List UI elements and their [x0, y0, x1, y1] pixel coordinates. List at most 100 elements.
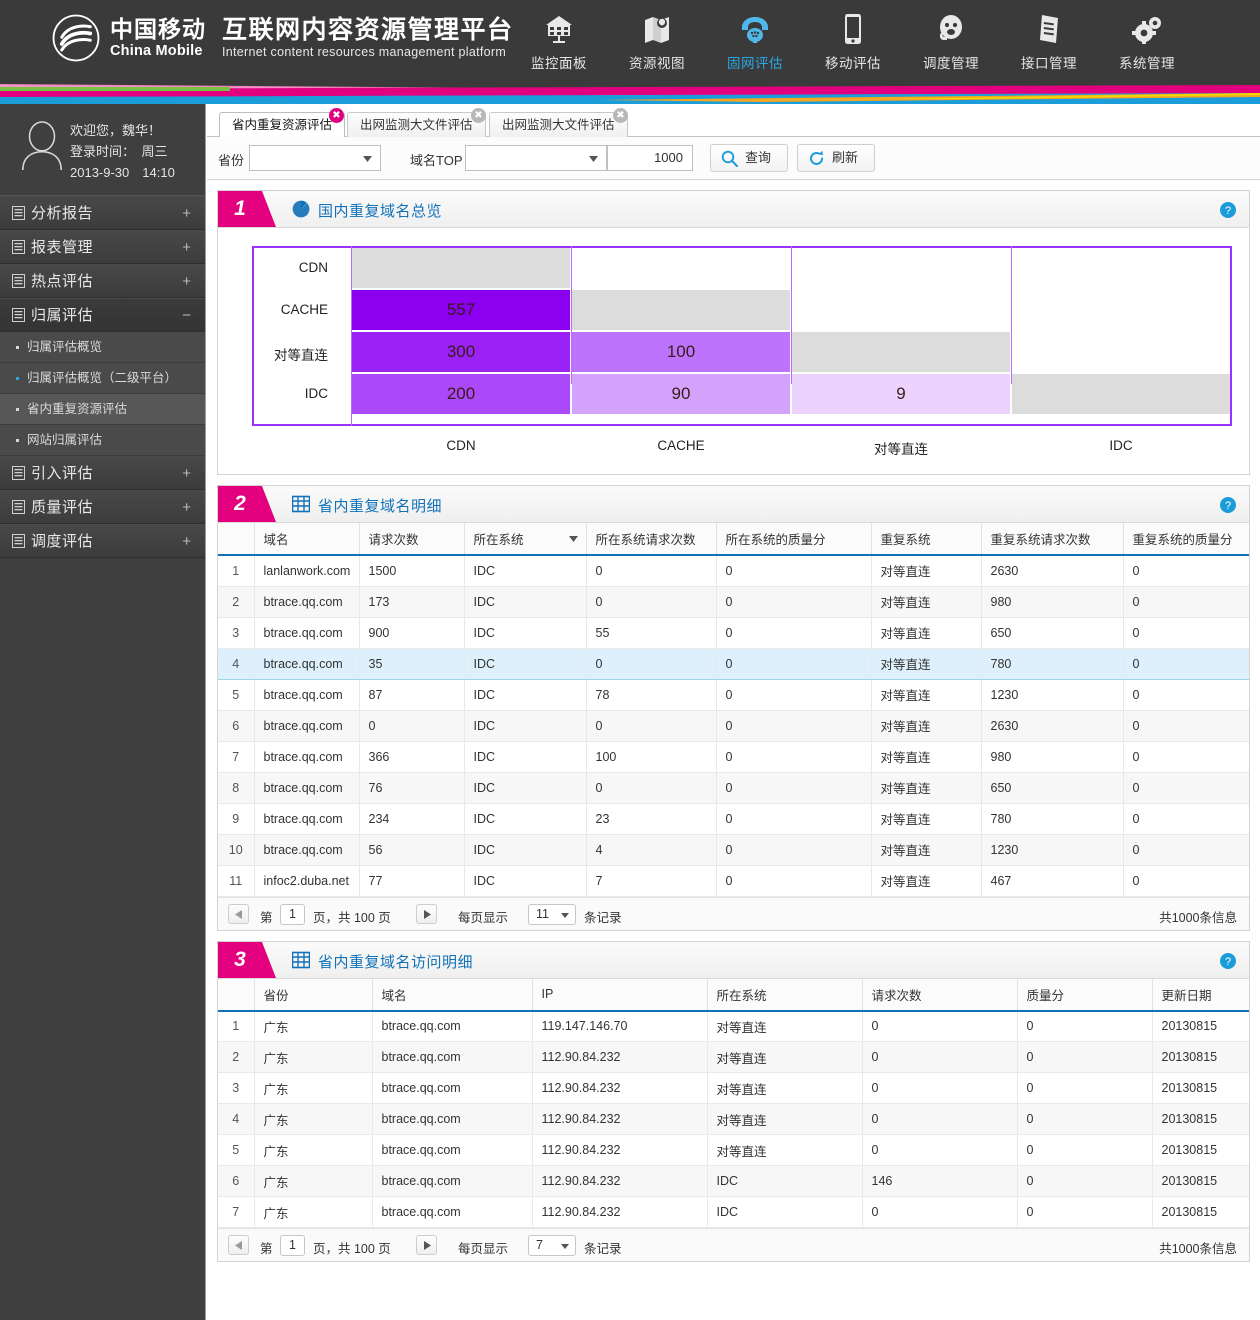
matrix-cell-idc-cdn[interactable]: 200	[352, 374, 570, 414]
col-header-system-quality[interactable]: 所在系统的质量分	[716, 523, 872, 556]
table-row[interactable]: 7 btrace.qq.com 366 IDC 100 0 对等直连 980 0	[218, 741, 1249, 773]
expand-toggle-icon[interactable]: +	[182, 499, 191, 516]
table-row[interactable]: 11 infoc2.duba.net 77 IDC 7 0 对等直连 467 0	[218, 865, 1249, 897]
sidebar-item-attribution-overview[interactable]: 归属评估概览	[0, 332, 205, 363]
table-row[interactable]: 10 btrace.qq.com 56 IDC 4 0 对等直连 1230 0	[218, 834, 1249, 866]
tab-outbound-large-file-eval-1[interactable]: 出网监测大文件评估	[347, 112, 486, 137]
nav-label: 资源视图	[629, 56, 685, 71]
table-row[interactable]: 2 btrace.qq.com 173 IDC 0 0 对等直连 980 0	[218, 586, 1249, 618]
table-row[interactable]: 3 btrace.qq.com 900 IDC 55 0 对等直连 650 0	[218, 617, 1249, 649]
per-page-select[interactable]: 11	[528, 903, 576, 925]
sidebar-group-dispatch-eval[interactable]: 调度评估 +	[0, 524, 205, 558]
expand-toggle-icon[interactable]: +	[182, 465, 191, 482]
tab-outbound-large-file-eval-2[interactable]: 出网监测大文件评估	[489, 112, 628, 137]
col-header-dup-system[interactable]: 重复系统	[871, 523, 982, 556]
table-row[interactable]: 4 btrace.qq.com 35 IDC 0 0 对等直连 780 0	[218, 647, 1249, 680]
tab-close-icon[interactable]: ✖	[329, 108, 344, 123]
col-header-update[interactable]: 更新日期	[1152, 978, 1249, 1012]
help-icon[interactable]: ?	[1220, 952, 1236, 969]
cell-sys-requests: 4	[586, 834, 717, 866]
top-count-input[interactable]: 1000	[607, 145, 693, 171]
matrix-cell-peer-cdn[interactable]: 300	[352, 332, 570, 372]
nav-label: 固网评估	[727, 56, 783, 71]
col-header-system-requests[interactable]: 所在系统请求次数	[586, 523, 717, 556]
sidebar-group-analysis-report[interactable]: 分析报告 +	[0, 196, 205, 230]
page-number-input[interactable]: 1	[280, 1235, 305, 1256]
matrix-cell-peer-cache[interactable]: 100	[572, 332, 790, 372]
document-icon	[12, 500, 25, 514]
next-page-button[interactable]	[416, 1235, 437, 1255]
table-row[interactable]: 8 btrace.qq.com 76 IDC 0 0 对等直连 650 0	[218, 772, 1249, 804]
table-row[interactable]: 6 广东 btrace.qq.com 112.90.84.232 IDC 146…	[218, 1165, 1249, 1197]
cell-index: 4	[218, 1103, 255, 1135]
table-row[interactable]: 1 广东 btrace.qq.com 119.147.146.70 对等直连 0…	[218, 1010, 1249, 1042]
expand-toggle-icon[interactable]: +	[182, 273, 191, 290]
nav-item-resource-view[interactable]: 资源视图	[608, 8, 706, 72]
tab-close-icon[interactable]: ✖	[613, 108, 628, 123]
col-header-dup-quality[interactable]: 重复系统的质量分	[1123, 523, 1249, 556]
sidebar-item-website-attribution-eval[interactable]: 网站归属评估	[0, 425, 205, 456]
expand-toggle-icon[interactable]: +	[182, 239, 191, 256]
col-header-province[interactable]: 省份	[254, 978, 373, 1012]
headset-icon	[902, 8, 1000, 50]
col-header-system[interactable]: 所在系统	[464, 523, 587, 556]
sidebar-item-province-duplicate-resource-eval[interactable]: 省内重复资源评估	[0, 394, 205, 425]
next-page-button[interactable]	[416, 903, 437, 924]
prev-page-button[interactable]	[228, 903, 249, 924]
cell-requests: 146	[862, 1165, 1018, 1197]
sidebar-group-hotspot-eval[interactable]: 热点评估 +	[0, 264, 205, 298]
nav-item-mobile-eval[interactable]: 移动评估	[804, 8, 902, 72]
table-row[interactable]: 4 广东 btrace.qq.com 112.90.84.232 对等直连 0 …	[218, 1103, 1249, 1135]
query-button[interactable]: 查询	[710, 144, 788, 172]
duplicate-domain-detail-table: 域名 请求次数 所在系统 所在系统请求次数 所在系统的质量分 重复系统 重复系统…	[218, 523, 1249, 897]
tab-province-duplicate-resource-eval[interactable]: 省内重复资源评估	[219, 112, 346, 137]
tab-close-icon[interactable]: ✖	[471, 108, 486, 123]
sidebar-group-attribution-eval[interactable]: 归属评估 −	[0, 298, 205, 332]
sidebar-group-report-mgmt[interactable]: 报表管理 +	[0, 230, 205, 264]
col-header-dup-requests[interactable]: 重复系统请求次数	[981, 523, 1124, 556]
col-header-domain[interactable]: 域名	[254, 523, 360, 556]
province-select[interactable]	[249, 145, 381, 171]
prev-page-button[interactable]	[228, 1235, 249, 1255]
sort-descending-icon[interactable]	[568, 536, 578, 542]
col-header-ip[interactable]: IP	[532, 978, 708, 1012]
domain-top-select[interactable]	[465, 145, 607, 171]
matrix-cell-idc-cache[interactable]: 90	[572, 374, 790, 414]
table-row[interactable]: 9 btrace.qq.com 234 IDC 23 0 对等直连 780 0	[218, 803, 1249, 835]
help-icon[interactable]: ?	[1220, 497, 1236, 513]
table-row[interactable]: 2 广东 btrace.qq.com 112.90.84.232 对等直连 0 …	[218, 1041, 1249, 1073]
table-row[interactable]: 7 广东 btrace.qq.com 112.90.84.232 IDC 0 0…	[218, 1196, 1249, 1228]
cell-dup-requests: 1230	[981, 834, 1124, 866]
table-row[interactable]: 5 广东 btrace.qq.com 112.90.84.232 对等直连 0 …	[218, 1134, 1249, 1166]
refresh-button[interactable]: 刷新	[797, 144, 875, 172]
help-icon[interactable]: ?	[1220, 202, 1236, 218]
sidebar-item-label: 省内重复资源评估	[27, 402, 128, 416]
nav-item-monitor-panel[interactable]: 监控面板	[510, 8, 608, 72]
table-row[interactable]: 3 广东 btrace.qq.com 112.90.84.232 对等直连 0 …	[218, 1072, 1249, 1104]
sidebar-item-attribution-overview-l2[interactable]: 归属评估概览（二级平台）	[0, 363, 205, 394]
collapse-toggle-icon[interactable]: −	[182, 307, 191, 324]
expand-toggle-icon[interactable]: +	[182, 533, 191, 550]
table-row[interactable]: 1 lanlanwork.com 1500 IDC 0 0 对等直连 2630 …	[218, 555, 1249, 587]
table-row[interactable]: 6 btrace.qq.com 0 IDC 0 0 对等直连 2630 0	[218, 710, 1249, 742]
sidebar-group-quality-eval[interactable]: 质量评估 +	[0, 490, 205, 524]
col-header-quality[interactable]: 质量分	[1017, 978, 1153, 1012]
cell-sys-quality: 0	[716, 555, 872, 587]
col-header-domain[interactable]: 域名	[372, 978, 533, 1012]
col-header-requests[interactable]: 请求次数	[862, 978, 1018, 1012]
sidebar-group-introduction-eval[interactable]: 引入评估 +	[0, 456, 205, 490]
nav-item-interface-mgmt[interactable]: 接口管理	[1000, 8, 1098, 72]
per-page-select[interactable]: 7	[528, 1235, 576, 1256]
bullet-icon	[16, 408, 19, 411]
matrix-cell-cache-cdn[interactable]: 557	[352, 290, 570, 330]
nav-item-fixed-network-eval[interactable]: 固网评估	[706, 8, 804, 72]
nav-item-dispatch-mgmt[interactable]: 调度管理	[902, 8, 1000, 72]
chevron-down-icon	[561, 912, 569, 918]
matrix-cell-idc-peer[interactable]: 9	[792, 374, 1010, 414]
expand-toggle-icon[interactable]: +	[182, 205, 191, 222]
col-header-system[interactable]: 所在系统	[707, 978, 863, 1012]
col-header-requests[interactable]: 请求次数	[359, 523, 465, 556]
page-number-input[interactable]: 1	[280, 903, 305, 925]
table-row[interactable]: 5 btrace.qq.com 87 IDC 78 0 对等直连 1230 0	[218, 679, 1249, 711]
nav-item-system-mgmt[interactable]: 系统管理	[1098, 8, 1196, 72]
